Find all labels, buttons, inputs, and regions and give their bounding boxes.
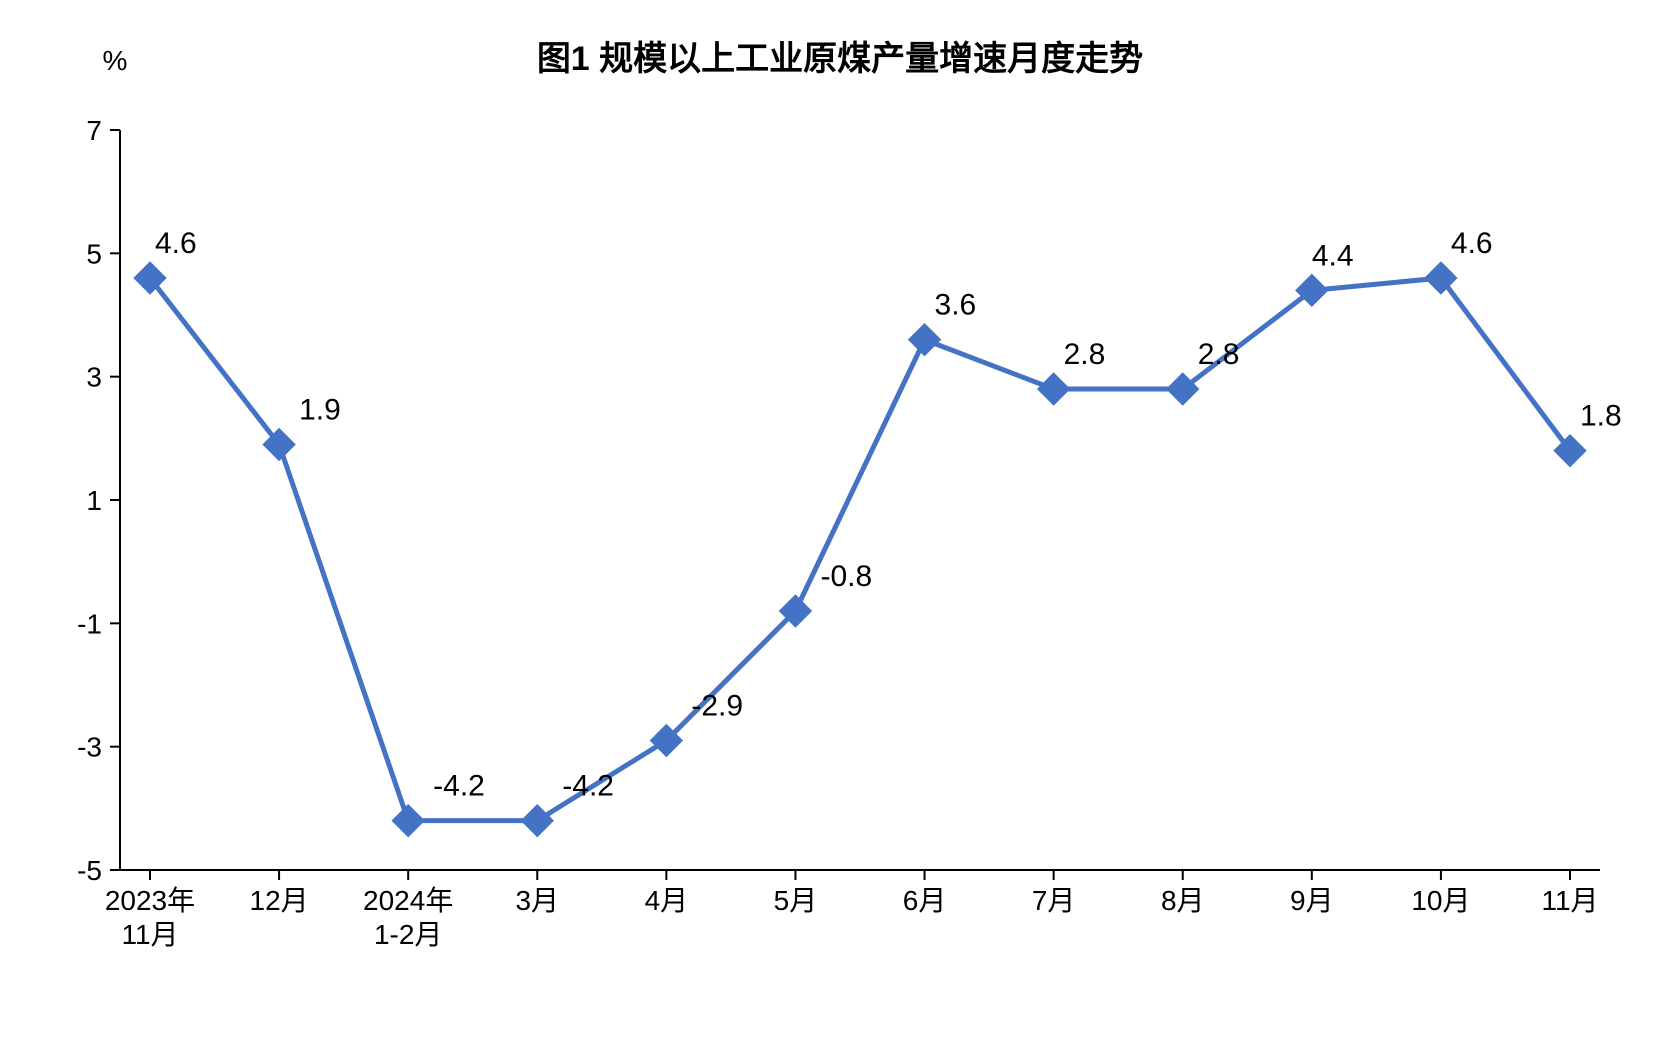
data-label: 1.8 (1580, 400, 1622, 433)
x-tick-label: 6月 (903, 885, 947, 916)
x-tick-label: 2024年 (363, 885, 453, 916)
x-tick-label: 2023年 (105, 885, 195, 916)
data-label: -2.9 (691, 690, 743, 723)
x-tick-label: 7月 (1032, 885, 1076, 916)
y-axis-unit: % (103, 45, 128, 76)
y-tick-label: 5 (86, 238, 102, 269)
x-tick-label: 8月 (1161, 885, 1205, 916)
x-tick-label: 1-2月 (374, 919, 442, 950)
x-tick-label: 4月 (645, 885, 689, 916)
data-label: -0.8 (820, 560, 872, 593)
data-label: 4.6 (155, 227, 197, 260)
data-label: 2.8 (1198, 338, 1240, 371)
data-label: 2.8 (1064, 338, 1106, 371)
data-label: 1.9 (299, 394, 341, 427)
data-label: 4.6 (1451, 227, 1493, 260)
y-tick-label: 1 (86, 485, 102, 516)
data-label: -4.2 (433, 770, 485, 803)
y-tick-label: 3 (86, 362, 102, 393)
x-tick-label: 12月 (250, 885, 309, 916)
chart-svg: 图1 规模以上工业原煤产量增速月度走势%-5-3-113572023年11月12… (0, 0, 1680, 1044)
x-tick-label: 10月 (1411, 885, 1470, 916)
y-tick-label: -3 (77, 732, 102, 763)
data-marker (392, 805, 424, 837)
x-tick-label: 5月 (774, 885, 818, 916)
y-tick-label: -1 (77, 608, 102, 639)
line-chart: 图1 规模以上工业原煤产量增速月度走势%-5-3-113572023年11月12… (0, 0, 1680, 1044)
data-label: -4.2 (562, 770, 614, 803)
x-tick-label: 9月 (1290, 885, 1334, 916)
x-tick-label: 11月 (1541, 885, 1598, 916)
y-tick-label: -5 (77, 855, 102, 886)
x-tick-label: 3月 (515, 885, 559, 916)
data-marker (521, 805, 553, 837)
x-tick-label: 11月 (121, 919, 178, 950)
y-tick-label: 7 (86, 115, 102, 146)
data-marker (1038, 373, 1070, 405)
data-line (150, 278, 1570, 821)
data-label: 3.6 (935, 289, 977, 322)
data-marker (909, 324, 941, 356)
data-label: 4.4 (1312, 239, 1354, 272)
chart-title: 图1 规模以上工业原煤产量增速月度走势 (537, 40, 1143, 78)
